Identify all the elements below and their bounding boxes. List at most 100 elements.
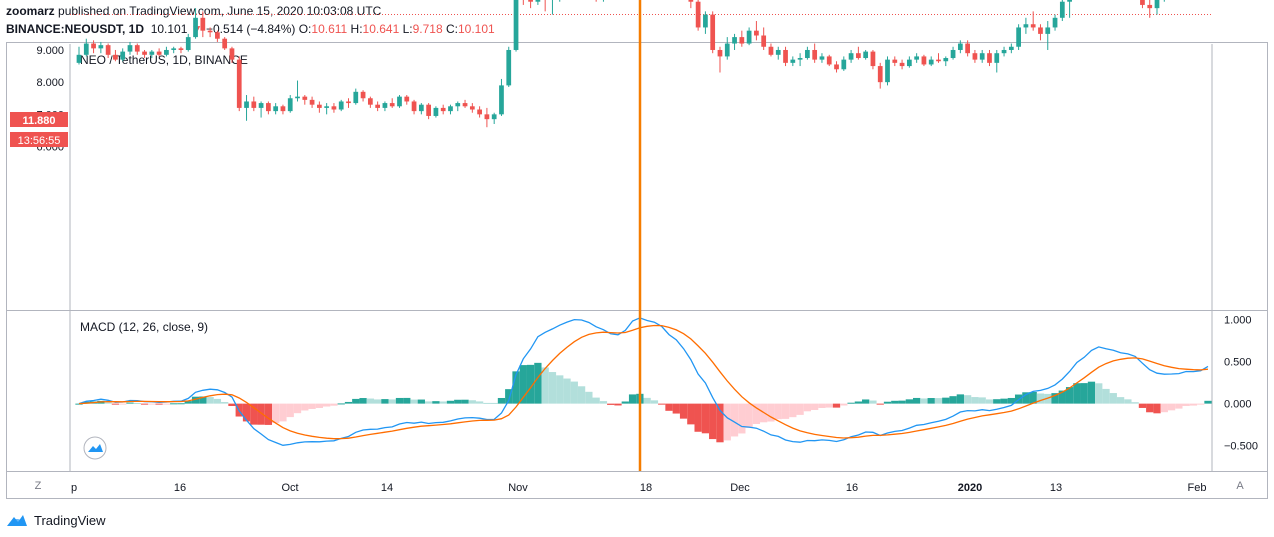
candle [426,103,431,120]
macd-histogram-bar [876,403,884,405]
candle-body [1059,1,1065,18]
macd-histogram-bar [432,401,440,404]
candle [266,101,271,115]
macd-histogram-bar [774,403,782,420]
candle-body [710,14,716,50]
candle [544,0,546,12]
candle [411,99,417,115]
auto-scale-left-button[interactable]: Z [34,480,42,492]
candle-body [229,48,235,60]
candle [768,43,774,57]
candle [222,37,228,50]
candle-body [98,45,104,49]
candle [688,0,694,9]
candle-body [528,0,533,2]
low-label: L: [402,22,413,36]
candle [724,37,730,60]
time-tick-label: 16 [846,482,858,494]
publish-date: published on TradingView.com, June 15, 2… [54,4,382,18]
candle-body [1030,24,1036,28]
candle-body [790,59,796,63]
candle [797,53,803,67]
candle [448,104,453,115]
macd-histogram-bar [403,397,411,404]
macd-histogram-bar [1189,403,1198,406]
candle-body [921,56,927,65]
macd-histogram-bar [920,398,928,404]
candle [156,48,162,57]
macd-histogram-bar [672,403,680,414]
macd-histogram-bar [1131,402,1139,404]
macd-title: MACD (12, 26, close, 9) [80,320,208,334]
macd-histogram-bar [257,403,265,425]
candle [1140,0,1145,9]
macd-histogram-bar [111,403,120,405]
macd-histogram-bar [1116,397,1125,404]
candle [236,56,242,112]
candle [113,49,118,62]
candle-body [1023,24,1029,28]
candle-body [477,109,482,115]
candle-body [302,96,308,100]
candle-body [1045,27,1051,34]
candle-body [797,58,803,60]
candle-body [994,53,1000,63]
candle-body [287,98,293,112]
candle-body [1067,0,1072,2]
candle-body [1038,27,1043,34]
candle [418,103,424,115]
candle-body [1016,27,1021,47]
candle [317,101,322,113]
candle-body [455,103,461,107]
macd-histogram-bar [206,397,214,404]
candle-body [469,106,475,110]
macd-histogram-bar [563,378,571,404]
macd-histogram-bar [264,403,273,425]
candle [469,103,475,113]
candle-body [1147,4,1153,9]
auto-scale-button[interactable]: A [1236,480,1244,492]
candle-body [761,35,767,47]
macd-histogram-bar [162,403,171,405]
candle-body [906,59,912,67]
candle-body [324,106,330,108]
candle-body [775,49,781,55]
macd-tick-label: −0.500 [1224,441,1258,453]
candle-body [375,104,381,108]
time-tick-label: Dec [730,482,750,494]
candle [695,0,701,31]
candle-body [491,114,497,120]
candle-body [120,51,126,60]
macd-histogram-bar [279,403,287,422]
candle [761,27,767,50]
candle-body [841,59,847,70]
time-tick-label: Oct [281,482,298,494]
macd-histogram-bar [665,403,673,411]
macd-histogram-bar [250,403,258,425]
candle [1147,0,1153,18]
candle [477,106,482,118]
candle [522,0,524,5]
candle-body [193,17,198,38]
time-tick-label: Nov [508,482,528,494]
candle-body [957,43,963,50]
candle-body [367,98,373,105]
candle-body [156,51,162,55]
candle [142,49,147,59]
time-tick-label: p [71,482,77,494]
candle [1001,46,1007,57]
macd-tick-label: 0.500 [1224,357,1252,369]
candle [1045,21,1051,50]
macd-histogram-bar [417,399,425,404]
macd-histogram-bar [709,403,717,440]
candle [965,40,970,57]
macd-histogram-bar [752,403,761,424]
candle-body [418,104,424,112]
candle [513,0,519,52]
close-label: C: [445,22,458,36]
macd-histogram-bar [599,401,608,404]
candle [717,46,723,73]
candle-body [856,53,861,59]
macd-histogram-bar [963,395,972,404]
